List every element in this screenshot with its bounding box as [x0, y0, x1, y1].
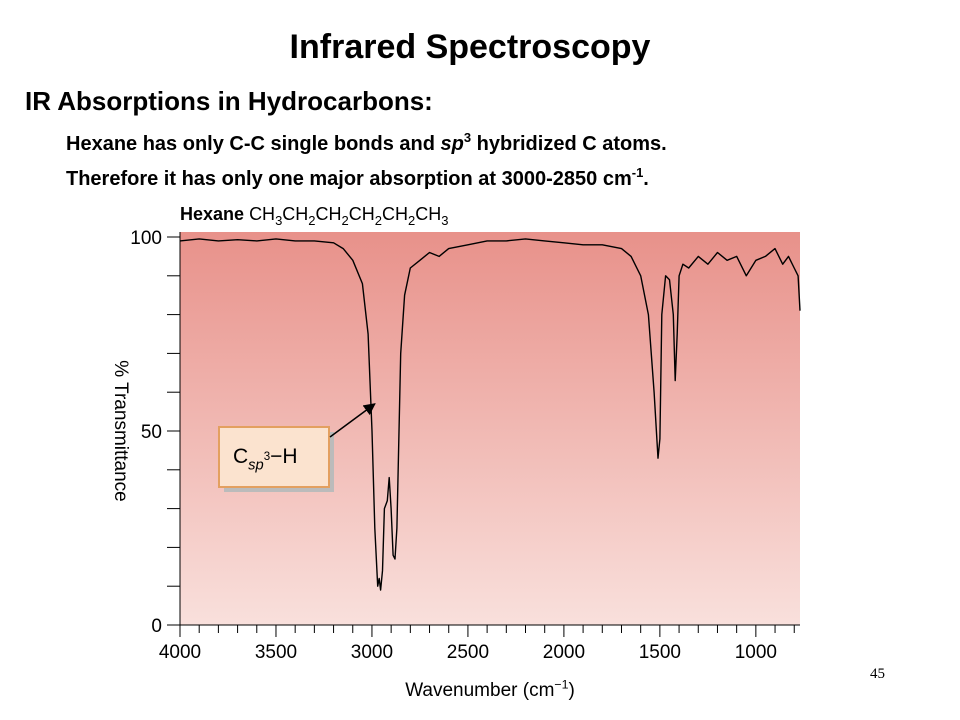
- formula-run: 2: [375, 213, 382, 228]
- chart-title: Hexane CH3CH2CH2CH2CH2CH3: [180, 204, 448, 228]
- x-tick-label: 2500: [447, 642, 489, 663]
- y-tick-label: 50: [141, 422, 162, 443]
- x-tick-label: 1500: [639, 642, 681, 663]
- text-run: 3: [264, 451, 270, 463]
- text-run: −H: [270, 445, 297, 468]
- text-run: 3: [464, 130, 471, 145]
- formula-run: 3: [441, 213, 448, 228]
- formula-run: CH: [382, 204, 408, 224]
- annotation-label: Csp3−H: [233, 445, 298, 473]
- formula-run: 2: [308, 213, 315, 228]
- x-axis-label: Wavenumber (cm−1): [405, 677, 575, 701]
- text-run: -1: [632, 165, 644, 180]
- annotation-arrow: [329, 403, 376, 438]
- text-run: Hexane has only C-C single bonds and: [66, 133, 441, 155]
- y-axis-label: % Transmittance: [110, 360, 131, 502]
- y-tick-label: 0: [151, 616, 162, 637]
- x-tick-label: 3500: [255, 642, 297, 663]
- text-run: −1: [554, 677, 568, 691]
- x-tick-label: 1000: [735, 642, 777, 663]
- formula-run: CH: [349, 204, 375, 224]
- annotation-box: [218, 426, 330, 488]
- text-run: ): [568, 680, 574, 701]
- text-run: .: [643, 168, 649, 190]
- formula-run: CH: [415, 204, 441, 224]
- text-run: Wavenumber (cm: [405, 680, 554, 701]
- formula-run: CH: [282, 204, 308, 224]
- text-run: Therefore it has only one major absorpti…: [66, 168, 632, 190]
- heading: IR Absorptions in Hydrocarbons:: [25, 86, 433, 116]
- formula-run: CH: [249, 204, 275, 224]
- spectrum-line: [179, 238, 801, 591]
- chart-title-name: Hexane: [180, 204, 244, 224]
- slide-title: Infrared Spectroscopy: [290, 28, 651, 66]
- text-run: sp: [248, 457, 264, 473]
- formula-run: CH: [316, 204, 342, 224]
- x-tick-label: 4000: [159, 642, 201, 663]
- body-line: Therefore it has only one major absorpti…: [66, 165, 649, 190]
- body-line: Hexane has only C-C single bonds and sp3…: [66, 130, 667, 155]
- x-tick-label: 3000: [351, 642, 393, 663]
- y-tick-label: 100: [130, 228, 162, 249]
- x-tick-label: 2000: [543, 642, 585, 663]
- text-run: C: [233, 445, 248, 468]
- text-run: hybridized C atoms.: [471, 133, 667, 155]
- text-run: sp: [441, 133, 464, 155]
- formula-run: 2: [342, 213, 349, 228]
- formula-run: 3: [275, 213, 282, 228]
- page-number: 45: [870, 666, 885, 682]
- formula-run: 2: [408, 213, 415, 228]
